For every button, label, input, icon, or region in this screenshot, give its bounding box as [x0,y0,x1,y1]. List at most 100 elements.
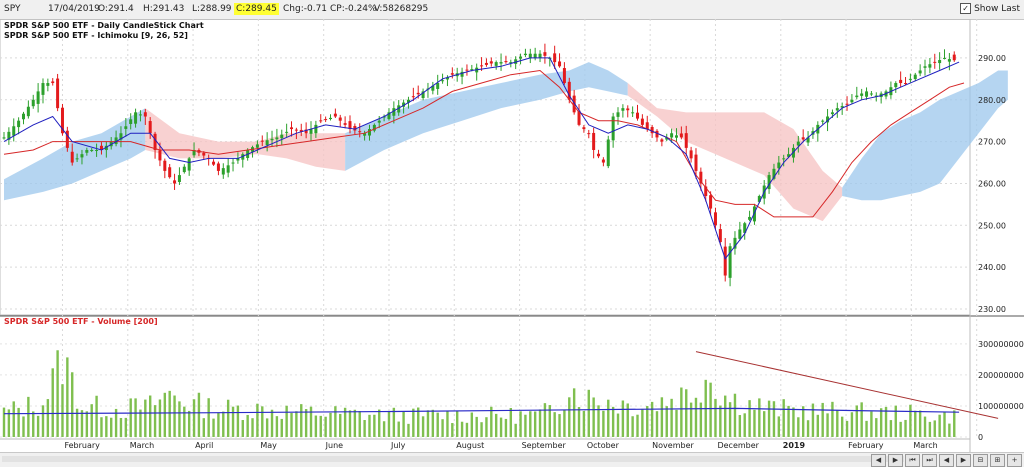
volume-bar [923,416,927,437]
candle-body [363,133,367,136]
candle-body [416,92,420,95]
volume-bar [378,409,381,437]
volume-bar [524,414,527,437]
volume-bar [285,405,288,437]
candle-body [728,246,732,278]
candle-body [138,114,142,116]
candle-body [562,68,566,84]
volume-bar [699,402,703,437]
ichimoku-title: SPDR S&P 500 ETF - Ichimoku [9, 26, 52] [4,31,188,40]
scroll-button[interactable]: ▶ [956,454,971,467]
volume-bar [611,406,615,437]
symbol-text: SPY [4,4,21,14]
volume-bar [392,407,396,437]
candle-body [387,112,391,120]
volume-bar [836,410,839,437]
candle-body [918,70,922,74]
candle-body [333,113,337,117]
candle-body [538,53,542,58]
candle-body [26,106,30,117]
change-text: Chg:-0.71 [283,4,328,14]
candle-body [280,134,284,139]
scroll-button[interactable]: ⏭ [922,454,937,467]
candle-body [177,175,181,182]
scroll-button[interactable]: ◀ [871,454,886,467]
x-tick-label: March [130,441,154,450]
volume-bar [100,417,103,437]
candle-body [752,206,756,222]
scroll-button[interactable]: ⏮ [905,454,920,467]
date-text: 17/04/2019 [48,4,100,14]
candle-body [558,61,562,67]
volume-bar [197,392,201,437]
price-tick-label: 280.00 [978,96,1006,105]
volume-bar [490,406,493,437]
candle-body [519,56,523,59]
volume-bar [32,411,35,437]
candle-body [787,154,791,157]
candle-body [470,69,474,71]
show-last-checkbox[interactable]: ✓ [960,3,972,14]
candle-body [528,53,532,59]
info-toolbar: SPY 17/04/2019 O:291.4 H:291.43 L:288.99… [0,0,1024,20]
candle-body [304,129,308,134]
volume-bar [909,404,912,437]
candle-body [431,85,435,91]
volume-bar [46,399,50,437]
volume-bar [685,389,688,437]
volume-bar [743,413,746,437]
volume-bar [655,411,659,437]
volume-bar [587,389,590,437]
volume-bar [41,405,45,437]
candle-body [699,171,703,184]
volume-bar [870,411,873,437]
candle-body [601,159,605,163]
volume-bar [329,412,332,437]
candle-body [406,99,410,103]
horizontal-scrollbar[interactable]: ◀ ▶ ⏮ ⏭ ◀ ▶ ⊟ ⊞ + [0,452,1024,467]
scroll-button[interactable]: + [1007,454,1022,467]
volume-bar [631,416,634,437]
cloud-bearish [145,108,346,171]
candle-body [533,53,537,59]
candle-body [704,186,708,197]
volume-bar [275,416,279,437]
scroll-button[interactable]: ▶ [888,454,903,467]
candle-body [397,105,401,113]
scroll-track[interactable] [2,456,904,462]
volume-bar [529,411,532,437]
candle-body [587,133,591,135]
volume-bar [494,413,498,437]
volume-bar [914,410,917,437]
scroll-button[interactable]: ⊞ [990,454,1005,467]
candle-body [358,131,362,133]
candle-body [484,62,488,65]
show-last-toggle[interactable]: ✓ Show Last [960,3,1020,14]
volume-bar [368,414,371,437]
volume-bar [670,398,673,437]
candle-body [285,131,289,133]
volume-bar [738,415,742,437]
volume-bar [548,405,551,437]
volume-bar [192,399,196,437]
candle-body [158,150,162,161]
candle-body [572,95,576,113]
volume-bar [114,408,118,437]
scroll-button[interactable]: ⊟ [973,454,988,467]
volume-bar [504,418,508,437]
price-chart-title: SPDR S&P 500 ETF - Daily CandleStick Cha… [4,21,204,30]
volume-bar [850,412,854,437]
volume-bar [153,405,157,437]
candle-body [436,83,440,89]
volume-bar [139,409,142,437]
candle-body [343,123,347,125]
x-tick-label: May [260,441,277,450]
volume-bar [514,423,517,437]
volume-bar [806,420,810,437]
volume-bar [324,416,327,437]
candle-body [504,61,508,63]
candle-body [402,102,406,107]
volume-bar [826,413,829,437]
candle-body [757,196,761,202]
scroll-button[interactable]: ◀ [939,454,954,467]
